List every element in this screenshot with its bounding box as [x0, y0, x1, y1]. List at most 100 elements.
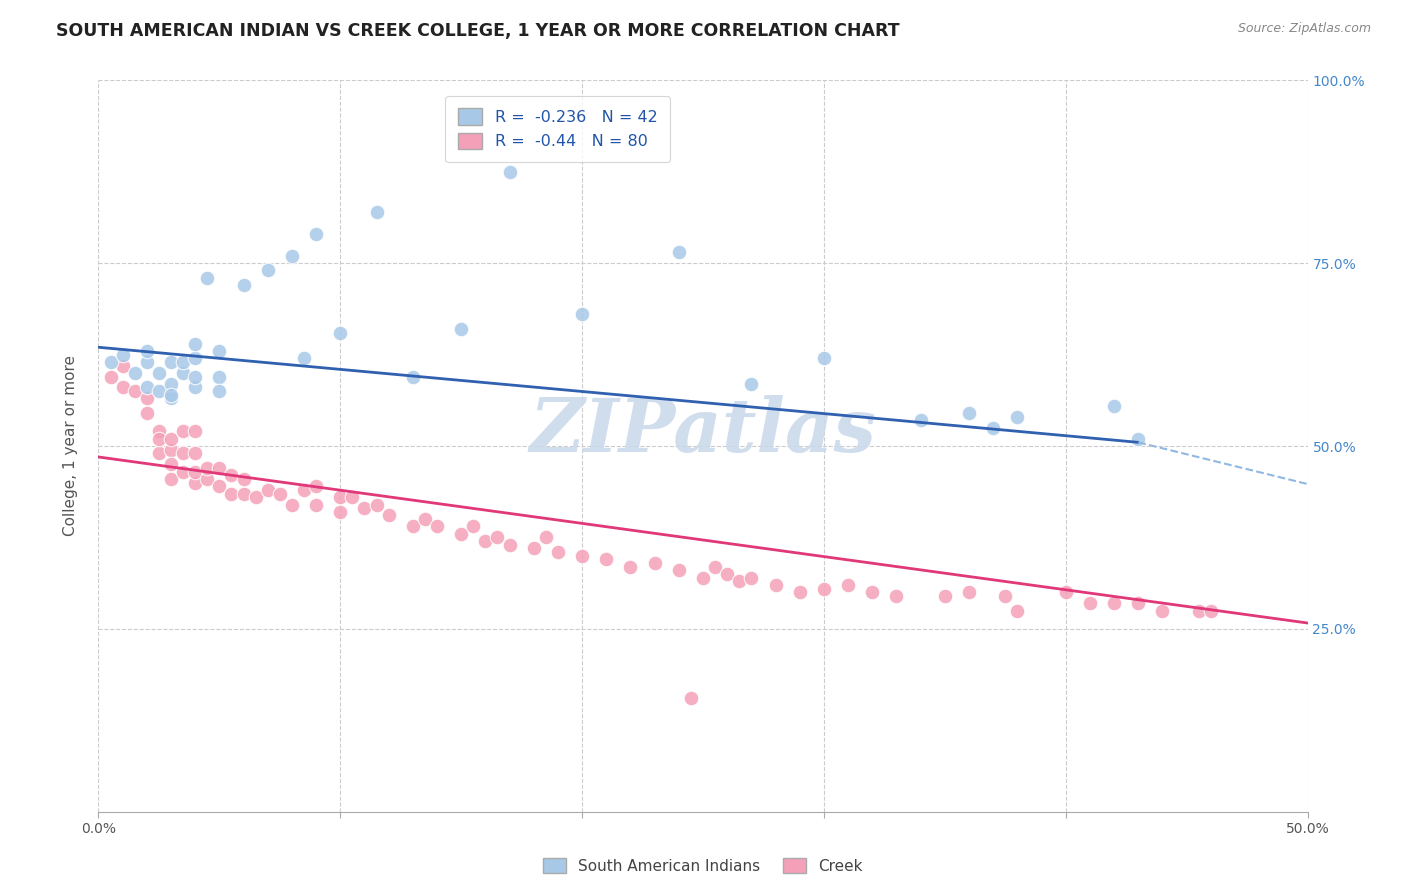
- Point: [886, 589, 908, 603]
- Point: [1199, 603, 1222, 617]
- Text: SOUTH AMERICAN INDIAN VS CREEK COLLEGE, 1 YEAR OR MORE CORRELATION CHART: SOUTH AMERICAN INDIAN VS CREEK COLLEGE, …: [56, 22, 900, 40]
- Point: [148, 425, 170, 439]
- Point: [184, 446, 207, 460]
- Point: [195, 270, 218, 285]
- Point: [402, 519, 425, 533]
- Point: [160, 472, 183, 486]
- Point: [148, 432, 170, 446]
- Point: [342, 490, 364, 504]
- Point: [221, 468, 243, 483]
- Point: [329, 505, 352, 519]
- Point: [534, 530, 557, 544]
- Point: [172, 465, 194, 479]
- Point: [160, 392, 183, 406]
- Point: [934, 589, 956, 603]
- Point: [195, 461, 218, 475]
- Point: [860, 585, 883, 599]
- Point: [377, 508, 399, 523]
- Point: [463, 519, 485, 533]
- Point: [1128, 596, 1150, 610]
- Point: [245, 490, 267, 504]
- Point: [100, 355, 122, 369]
- Point: [413, 512, 436, 526]
- Point: [221, 486, 243, 500]
- Point: [256, 483, 278, 497]
- Point: [281, 498, 304, 512]
- Point: [184, 465, 207, 479]
- Point: [329, 490, 352, 504]
- Point: [957, 406, 980, 420]
- Point: [135, 355, 157, 369]
- Point: [292, 483, 315, 497]
- Point: [124, 384, 146, 399]
- Point: [135, 392, 157, 406]
- Point: [232, 278, 254, 293]
- Legend: South American Indians, Creek: South American Indians, Creek: [537, 852, 869, 880]
- Point: [1054, 585, 1077, 599]
- Point: [208, 479, 231, 493]
- Point: [305, 479, 328, 493]
- Point: [668, 245, 690, 260]
- Point: [1152, 603, 1174, 617]
- Point: [208, 461, 231, 475]
- Point: [184, 475, 207, 490]
- Point: [1102, 596, 1125, 610]
- Point: [486, 530, 509, 544]
- Point: [668, 563, 690, 577]
- Point: [619, 559, 641, 574]
- Point: [353, 501, 375, 516]
- Point: [184, 369, 207, 384]
- Point: [765, 578, 787, 592]
- Point: [148, 446, 170, 460]
- Point: [910, 413, 932, 427]
- Point: [184, 425, 207, 439]
- Point: [135, 406, 157, 420]
- Point: [644, 556, 666, 570]
- Point: [728, 574, 751, 589]
- Point: [813, 582, 835, 596]
- Point: [100, 369, 122, 384]
- Point: [269, 486, 291, 500]
- Point: [160, 388, 183, 402]
- Point: [232, 472, 254, 486]
- Point: [111, 359, 134, 373]
- Point: [813, 351, 835, 366]
- Point: [679, 691, 702, 706]
- Point: [1128, 432, 1150, 446]
- Point: [957, 585, 980, 599]
- Point: [740, 376, 762, 391]
- Point: [692, 571, 714, 585]
- Point: [402, 369, 425, 384]
- Point: [184, 380, 207, 394]
- Point: [994, 589, 1017, 603]
- Point: [571, 549, 593, 563]
- Point: [523, 541, 546, 556]
- Point: [740, 571, 762, 585]
- Point: [1007, 603, 1029, 617]
- Point: [160, 432, 183, 446]
- Point: [160, 376, 183, 391]
- Point: [366, 498, 388, 512]
- Point: [111, 347, 134, 362]
- Point: [305, 227, 328, 241]
- Point: [124, 366, 146, 380]
- Point: [305, 498, 328, 512]
- Point: [208, 384, 231, 399]
- Point: [135, 343, 157, 358]
- Point: [160, 355, 183, 369]
- Legend: R =  -0.236   N = 42, R =  -0.44   N = 80: R = -0.236 N = 42, R = -0.44 N = 80: [446, 95, 671, 162]
- Point: [256, 263, 278, 277]
- Point: [281, 249, 304, 263]
- Point: [789, 585, 811, 599]
- Point: [172, 366, 194, 380]
- Point: [232, 486, 254, 500]
- Text: Source: ZipAtlas.com: Source: ZipAtlas.com: [1237, 22, 1371, 36]
- Point: [837, 578, 859, 592]
- Point: [184, 336, 207, 351]
- Point: [160, 457, 183, 471]
- Y-axis label: College, 1 year or more: College, 1 year or more: [63, 356, 77, 536]
- Point: [1007, 409, 1029, 424]
- Point: [172, 355, 194, 369]
- Point: [172, 446, 194, 460]
- Point: [366, 205, 388, 219]
